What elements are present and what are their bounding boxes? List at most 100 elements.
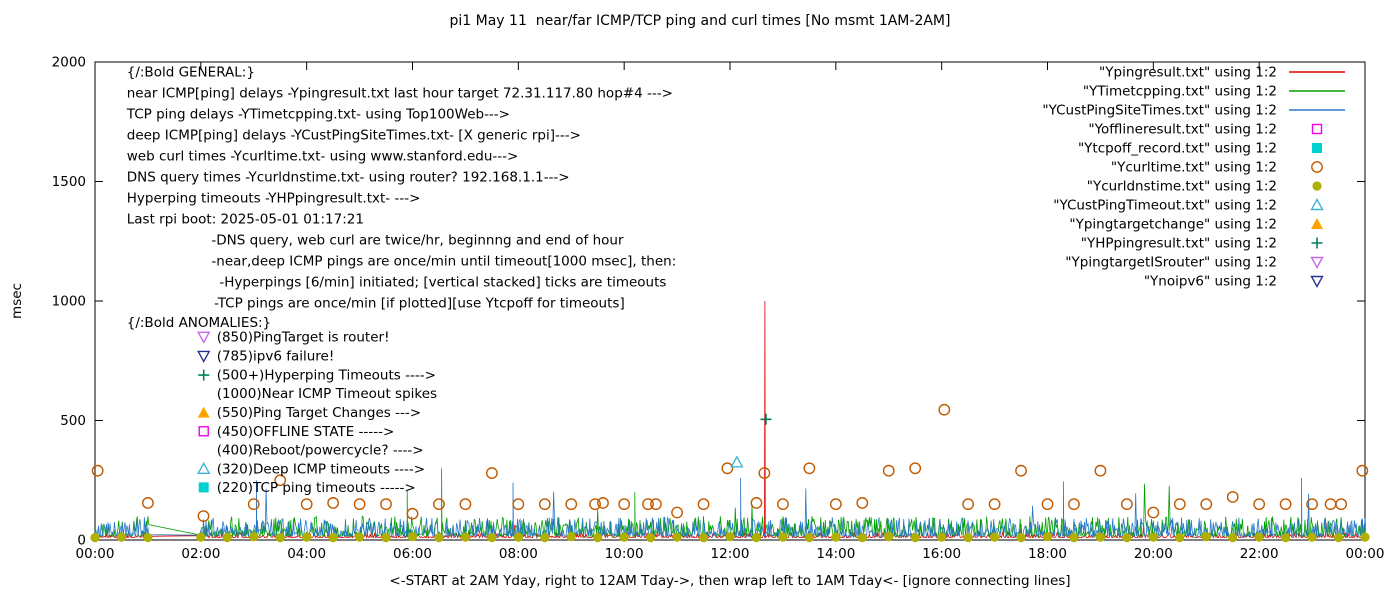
legend-label: "YTimetcpping.txt" using 1:2 (1083, 84, 1277, 100)
circle-open-marker (671, 506, 683, 519)
circle-open-marker (803, 462, 816, 475)
circle-filled-marker (1281, 533, 1291, 543)
annotation-label: (400)Reboot/powercycle? ----> (217, 442, 424, 458)
circle-open-marker (758, 467, 771, 479)
circle-open-marker (485, 467, 498, 479)
circle-filled-marker (487, 533, 497, 543)
circle-filled-marker (937, 532, 947, 542)
y-tick-label: 1500 (52, 174, 86, 190)
y-tick-label: 500 (60, 413, 86, 429)
circle-filled-marker (619, 532, 629, 542)
circle-open-marker (829, 498, 842, 511)
annotation-label: -Hyperpings [6/min] initiated; [vertical… (219, 275, 666, 291)
x-tick-label: 02:00 (181, 546, 220, 562)
plus-marker (1311, 237, 1323, 249)
annotation-label: (785)ipv6 failure! (217, 348, 335, 364)
series-YCustPingSiteTimes (94, 477, 1366, 538)
annotation-label: Last rpi boot: 2025-05-01 01:17:21 (127, 212, 364, 228)
nabla-open-marker (197, 331, 211, 344)
circle-filled-marker (116, 532, 127, 542)
annotation-label: web curl times -Ycurltime.txt- using www… (127, 148, 519, 164)
chart-title: pi1 May 11 near/far ICMP/TCP ping and cu… (449, 13, 951, 29)
circle-open-marker (1120, 498, 1133, 511)
legend-label: "Ycurltime.txt" using 1:2 (1111, 160, 1277, 176)
circle-filled-marker (1175, 533, 1185, 543)
circle-filled-marker (1307, 532, 1317, 542)
circle-filled-marker (698, 533, 709, 543)
x-tick-label: 08:00 (499, 546, 538, 562)
nabla-open-marker (1310, 256, 1324, 269)
square-open-marker (198, 426, 209, 437)
circle-open-marker (300, 498, 313, 511)
circle-open-marker (1173, 498, 1186, 511)
circle-filled-marker (1042, 532, 1053, 542)
circle-filled-marker (249, 532, 259, 542)
circle-open-marker (565, 498, 578, 511)
legend-label: "YHPpingresult.txt" using 1:2 (1081, 236, 1277, 252)
annotation-label: DNS query times -Ycurldnstime.txt- using… (127, 169, 570, 185)
circle-filled-marker (884, 532, 894, 542)
annotation-label: -near,deep ICMP pings are once/min until… (211, 254, 676, 270)
triangle-open-marker (1310, 198, 1324, 211)
x-tick-label: 04:00 (287, 546, 326, 562)
circle-filled-marker (1069, 533, 1079, 543)
circle-filled-marker (1333, 533, 1344, 543)
triangle-open-marker (197, 461, 211, 474)
circle-open-marker (697, 498, 710, 511)
circle-open-marker (1253, 498, 1266, 511)
circle-filled-marker (460, 532, 471, 542)
circle-open-marker (589, 498, 601, 511)
nabla-open-marker (197, 350, 211, 363)
y-tick-label: 0 (77, 533, 86, 549)
circle-filled-marker (1095, 532, 1106, 542)
circle-filled-marker (381, 533, 391, 543)
circle-open-marker (1279, 498, 1292, 511)
circle-open-marker (1041, 498, 1054, 511)
circle-filled-marker (275, 533, 285, 543)
circle-filled-marker (1254, 532, 1264, 542)
circle-filled-marker (646, 533, 656, 543)
annotation-label: -DNS query, web curl are twice/hr, begin… (211, 233, 624, 249)
circle-open-marker (1306, 498, 1318, 511)
x-tick-label: 18:00 (1028, 546, 1067, 562)
circle-filled-marker (751, 533, 762, 543)
circle-open-marker (142, 497, 154, 509)
x-tick-label: 12:00 (711, 546, 750, 562)
annotation-label: near ICMP[ping] delays -Ypingresult.txt … (127, 86, 673, 102)
circle-open-marker (512, 498, 525, 511)
circle-filled-marker (804, 533, 814, 543)
x-tick-label: 14:00 (816, 546, 855, 562)
circle-filled-marker (725, 532, 735, 542)
plus-marker (760, 413, 772, 425)
circle-open-marker (777, 498, 789, 511)
circle-open-marker (618, 498, 631, 511)
circle-open-marker (327, 497, 340, 509)
circle-open-marker (1311, 161, 1323, 173)
circle-filled-marker (354, 532, 365, 542)
circle-open-marker (538, 498, 551, 511)
circle-open-marker (856, 497, 869, 509)
circle-open-marker (459, 498, 472, 511)
circle-open-marker (909, 462, 922, 475)
legend-label: "Ynoipv6" using 1:2 (1144, 274, 1277, 290)
circle-filled-marker (593, 533, 603, 543)
plus-marker (198, 369, 210, 381)
circle-open-marker (1147, 506, 1160, 519)
triangle-filled-marker (1311, 218, 1323, 229)
circle-filled-marker (989, 532, 1000, 542)
legend-label: "YCustPingTimeout.txt" using 1:2 (1053, 198, 1277, 214)
circle-filled-marker (222, 533, 232, 543)
circle-open-marker (1200, 498, 1213, 511)
series-YTimetcpping (94, 468, 1366, 538)
x-tick-label: 22:00 (1240, 546, 1279, 562)
circle-open-marker (1335, 498, 1348, 511)
annotation-label: (500+)Hyperping Timeouts ----> (217, 368, 436, 384)
legend-label: "Ypingtargetchange" using 1:2 (1069, 217, 1277, 233)
circle-filled-marker (566, 532, 576, 542)
circle-filled-marker (778, 532, 788, 542)
circle-open-marker (1356, 464, 1369, 477)
circle-filled-marker (407, 532, 418, 542)
triangle-filled-marker (197, 406, 210, 418)
circle-open-marker (642, 498, 654, 511)
